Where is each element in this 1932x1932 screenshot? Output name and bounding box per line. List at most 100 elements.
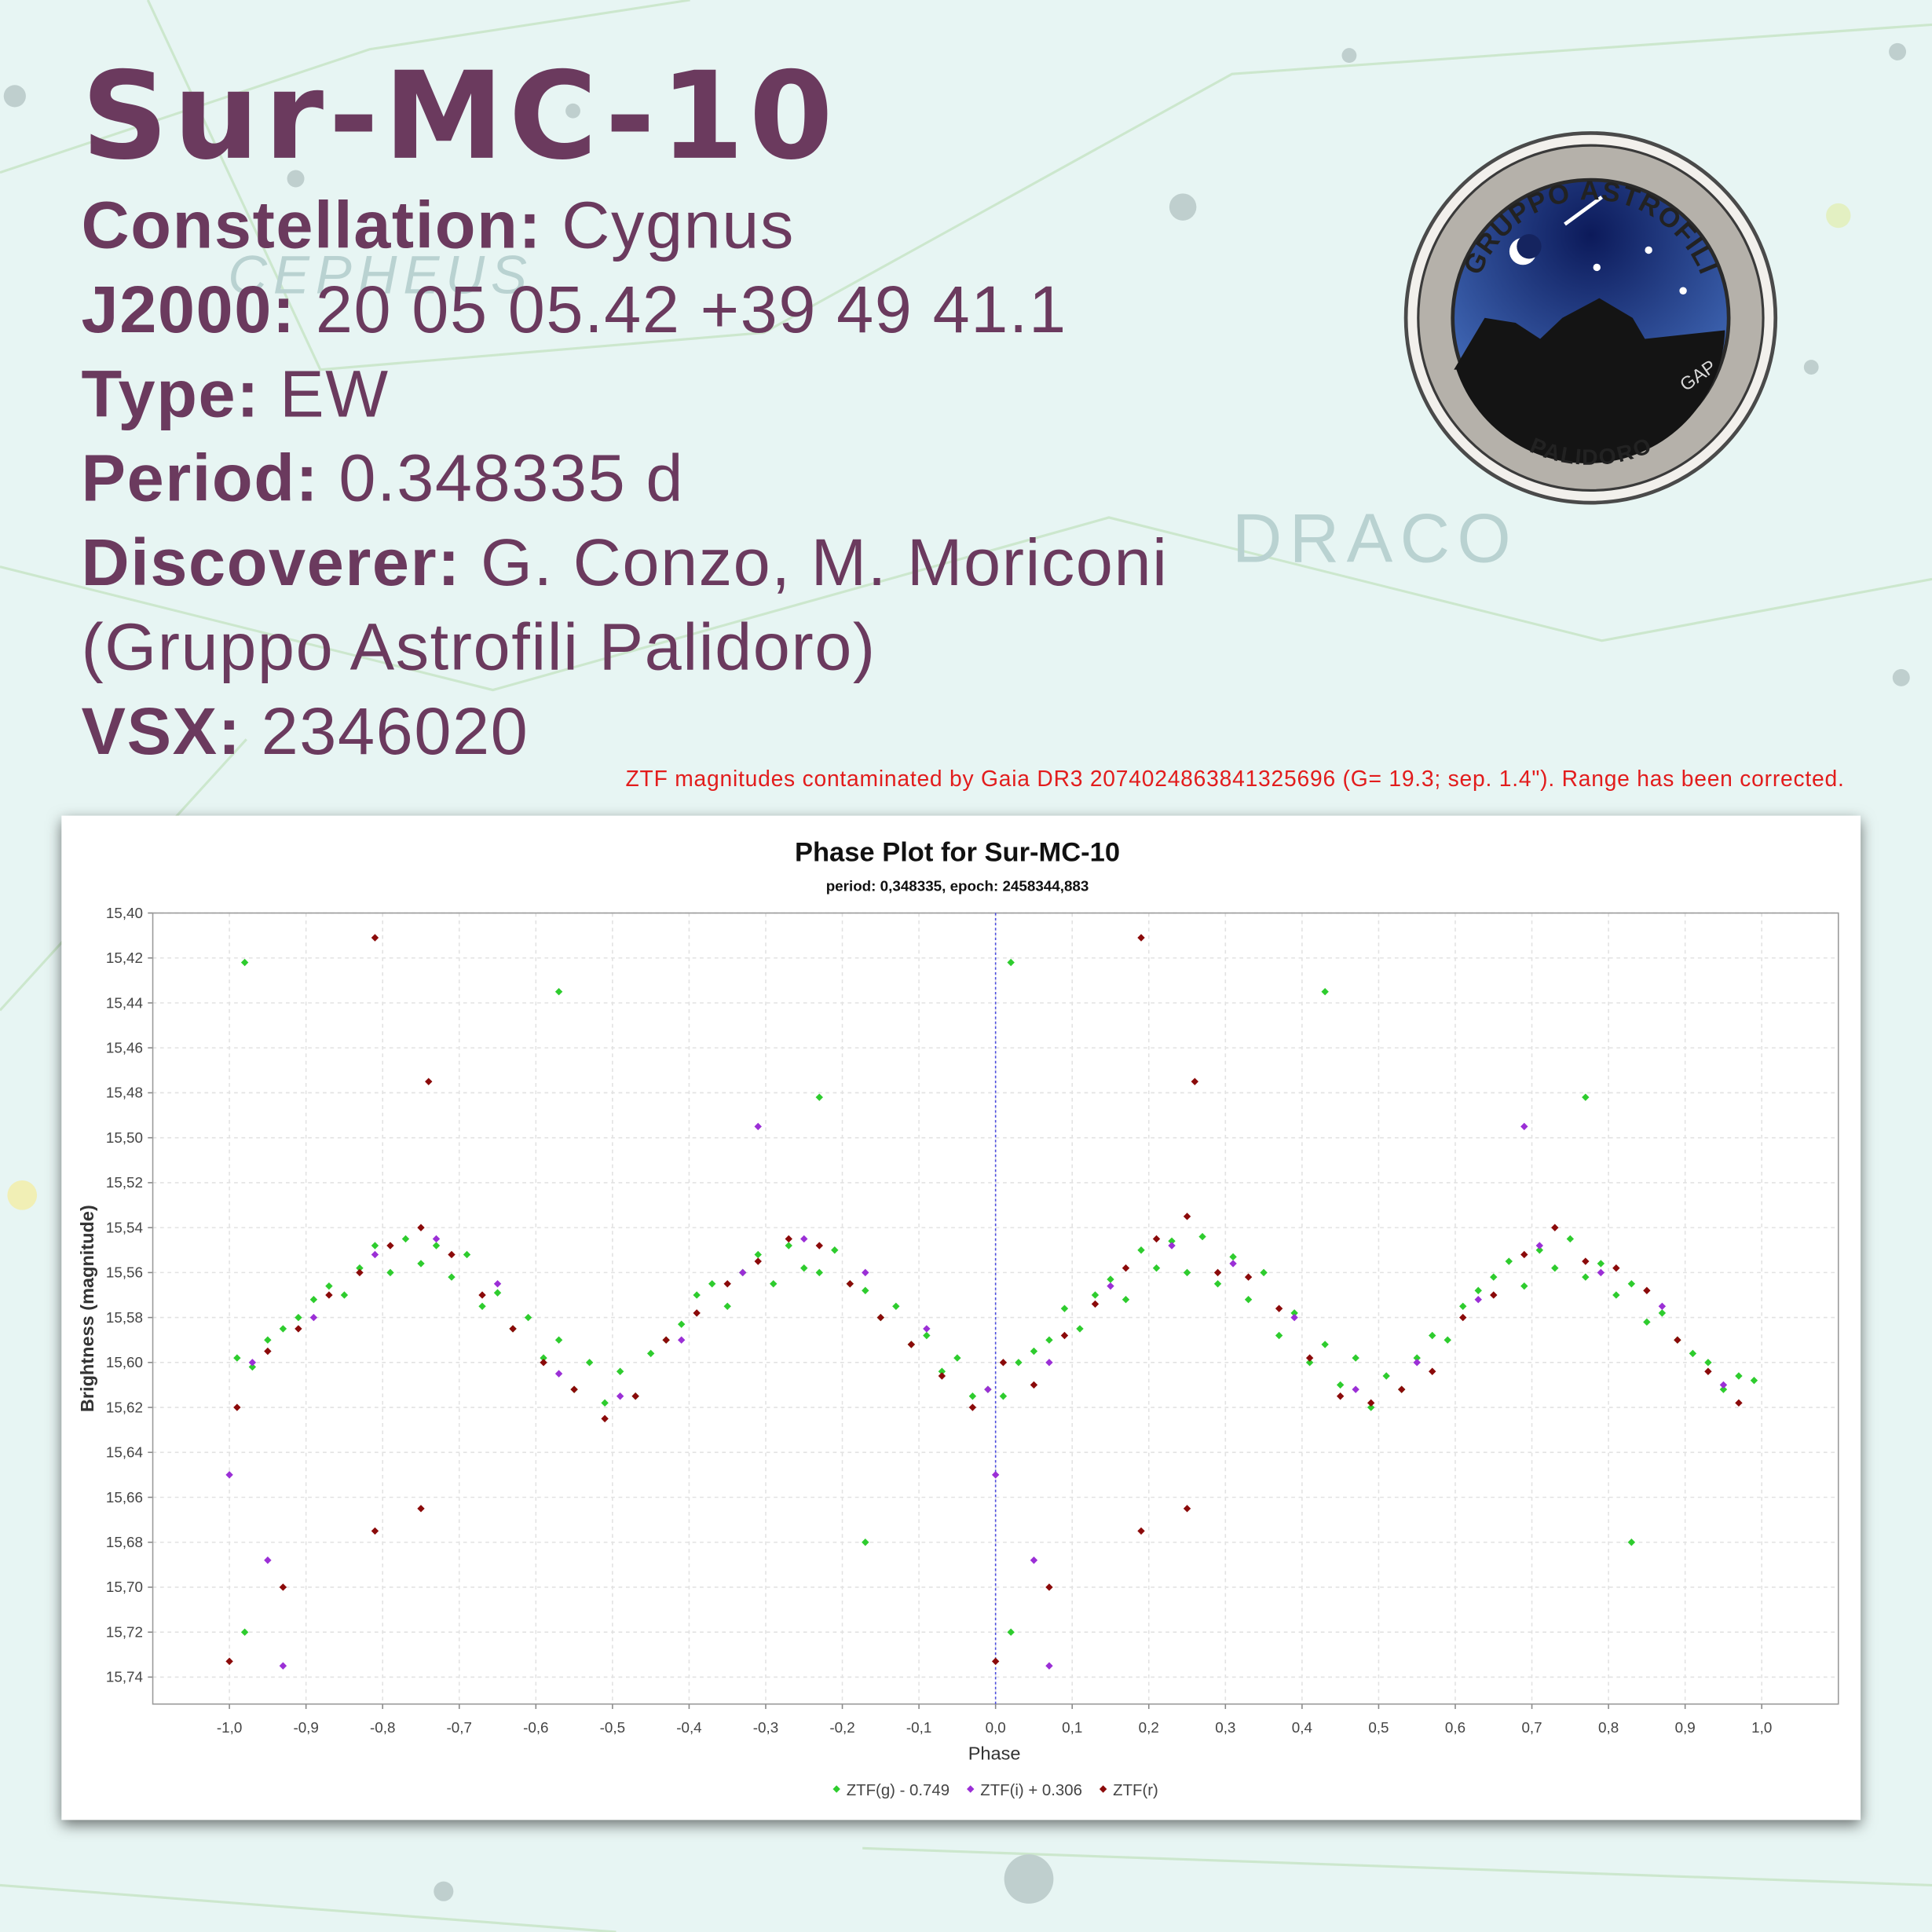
y-tick-label: 15,44	[106, 994, 143, 1011]
data-point	[1191, 1078, 1199, 1085]
data-point	[907, 1341, 916, 1348]
data-point	[1704, 1359, 1712, 1367]
data-point	[1091, 1300, 1100, 1308]
x-tick-label: 1,0	[1751, 1719, 1772, 1736]
data-point	[1290, 1309, 1298, 1317]
data-point	[371, 1242, 379, 1250]
chart-title: Phase Plot for Sur-MC-10	[795, 838, 1120, 868]
data-point	[739, 1268, 747, 1277]
field-value: (Gruppo Astrofili Palidoro)	[82, 609, 876, 684]
data-point	[325, 1291, 333, 1299]
data-point	[356, 1264, 364, 1272]
legend-label: ZTF(g) - 0.749	[847, 1782, 950, 1799]
field-value: 20 05 05.42 +39 49 41.1	[316, 272, 1067, 346]
data-point	[509, 1325, 517, 1333]
data-point	[770, 1279, 778, 1288]
data-point	[785, 1242, 792, 1250]
data-point	[309, 1313, 318, 1322]
data-point	[708, 1279, 716, 1288]
data-point	[1551, 1264, 1559, 1272]
data-point	[295, 1313, 302, 1322]
data-point	[1183, 1213, 1191, 1220]
data-point	[1030, 1556, 1038, 1564]
data-point	[1505, 1257, 1513, 1265]
info-line: Period: 0.348335 d	[82, 441, 685, 515]
data-point	[1213, 1268, 1222, 1277]
data-point	[371, 1250, 379, 1259]
data-point	[493, 1279, 502, 1288]
data-point	[1520, 1122, 1528, 1131]
data-point	[1336, 1392, 1345, 1400]
data-point	[1352, 1354, 1359, 1362]
info-line: VSX: 2346020	[82, 693, 529, 768]
data-point	[616, 1367, 624, 1375]
x-tick-label: 0,8	[1598, 1719, 1619, 1736]
data-point	[601, 1414, 609, 1423]
x-tick-label: -1,0	[217, 1719, 242, 1736]
data-point	[1643, 1286, 1651, 1294]
x-tick-label: 0,2	[1139, 1719, 1159, 1736]
info-line: J2000: 20 05 05.42 +39 49 41.1	[82, 272, 1067, 346]
data-point	[1520, 1250, 1528, 1259]
data-point	[493, 1289, 502, 1297]
data-point	[1704, 1367, 1712, 1375]
y-tick-label: 15,72	[106, 1623, 143, 1640]
x-tick-label: 0,3	[1215, 1719, 1235, 1736]
data-point	[1244, 1273, 1253, 1281]
data-point	[616, 1392, 624, 1400]
map-label: CEPHEUS	[228, 244, 533, 305]
data-point	[1643, 1318, 1651, 1326]
data-point	[1459, 1313, 1467, 1322]
data-point	[233, 1403, 241, 1411]
y-tick-label: 15,52	[106, 1174, 143, 1191]
data-point	[432, 1242, 441, 1250]
data-point	[754, 1250, 762, 1259]
x-tick-label: 0,7	[1521, 1719, 1542, 1736]
x-tick-label: 0,0	[986, 1719, 1006, 1736]
data-point	[1305, 1359, 1314, 1367]
y-tick-label: 15,58	[106, 1309, 143, 1326]
data-point	[923, 1325, 931, 1333]
legend: ZTF(g) - 0.749 ZTF(i) + 0.306 ZTF(r)	[832, 1782, 1158, 1799]
data-point	[1490, 1273, 1498, 1281]
data-point	[554, 1370, 563, 1378]
data-point	[862, 1268, 869, 1277]
data-point	[1321, 1341, 1329, 1348]
data-point	[876, 1313, 885, 1322]
data-point	[846, 1279, 854, 1288]
data-point	[999, 1359, 1008, 1367]
data-point	[1597, 1268, 1605, 1277]
data-point	[1597, 1260, 1605, 1268]
data-point	[1137, 1246, 1145, 1254]
data-point	[1260, 1268, 1268, 1277]
x-tick-label: -0,6	[523, 1719, 548, 1736]
data-point	[1459, 1302, 1467, 1310]
data-point	[1107, 1275, 1114, 1283]
y-tick-label: 15,60	[106, 1354, 143, 1370]
data-point	[524, 1313, 532, 1322]
y-tick-label: 15,46	[106, 1039, 143, 1056]
data-point	[356, 1268, 364, 1277]
field-value: Cygnus	[562, 187, 795, 262]
data-point	[1091, 1291, 1100, 1299]
field-label: Period:	[82, 441, 320, 515]
data-point	[1107, 1282, 1114, 1290]
data-point	[264, 1336, 272, 1344]
x-tick-label: -0,7	[447, 1719, 472, 1736]
data-point	[693, 1309, 701, 1317]
data-point	[862, 1286, 869, 1294]
data-point	[570, 1385, 578, 1393]
data-point	[1535, 1242, 1544, 1250]
data-point	[984, 1385, 992, 1393]
data-point	[677, 1320, 686, 1328]
data-point	[225, 1471, 233, 1479]
data-point	[1582, 1257, 1590, 1265]
data-point	[999, 1392, 1008, 1400]
field-label: Constellation:	[82, 187, 543, 262]
legend-marker	[832, 1785, 840, 1793]
data-point	[693, 1291, 701, 1299]
x-tick-label: 0,5	[1368, 1719, 1389, 1736]
x-tick-label: -0,5	[600, 1719, 625, 1736]
map-label: DRACO	[1232, 499, 1518, 576]
